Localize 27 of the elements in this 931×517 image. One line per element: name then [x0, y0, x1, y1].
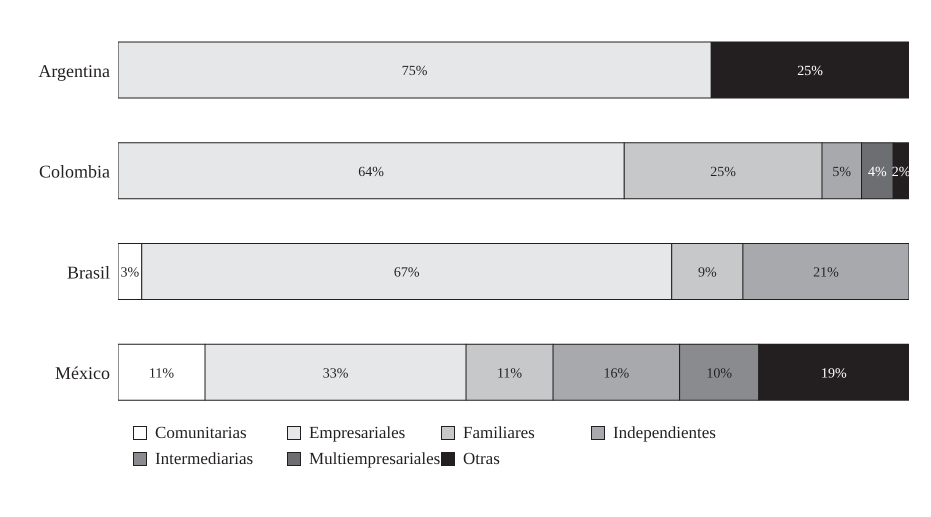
data-label: 3% [120, 266, 140, 280]
y-tick-label: México [55, 363, 110, 384]
data-label: 19% [821, 366, 848, 382]
data-label: 25% [797, 64, 824, 79]
legend-label: Familiares [463, 423, 535, 443]
legend-label: Comunitarias [155, 423, 247, 443]
data-label: 21% [813, 266, 840, 280]
data-label: 9% [698, 266, 717, 280]
legend-label: Otras [463, 449, 500, 469]
legend-label: Independientes [613, 423, 716, 443]
data-label: 25% [710, 164, 736, 180]
legend-label: Empresariales [309, 423, 406, 443]
y-tick-label: Colombia [39, 162, 110, 182]
data-label: 10% [706, 366, 732, 382]
data-label: 33% [322, 366, 349, 382]
data-label: 11% [496, 366, 522, 382]
legend-label: Intermediarias [155, 449, 254, 469]
data-label: 64% [358, 164, 384, 180]
data-label: 75% [402, 64, 428, 79]
data-label: 4% [868, 164, 888, 180]
data-label: 11% [148, 366, 174, 382]
y-tick-label: Brasil [67, 262, 110, 282]
data-label: 5% [832, 164, 852, 180]
data-label: 67% [394, 266, 420, 280]
data-label: 16% [603, 366, 630, 382]
legend-label: Multiempresariales [309, 449, 440, 469]
y-tick-label: Argentina [38, 60, 110, 81]
